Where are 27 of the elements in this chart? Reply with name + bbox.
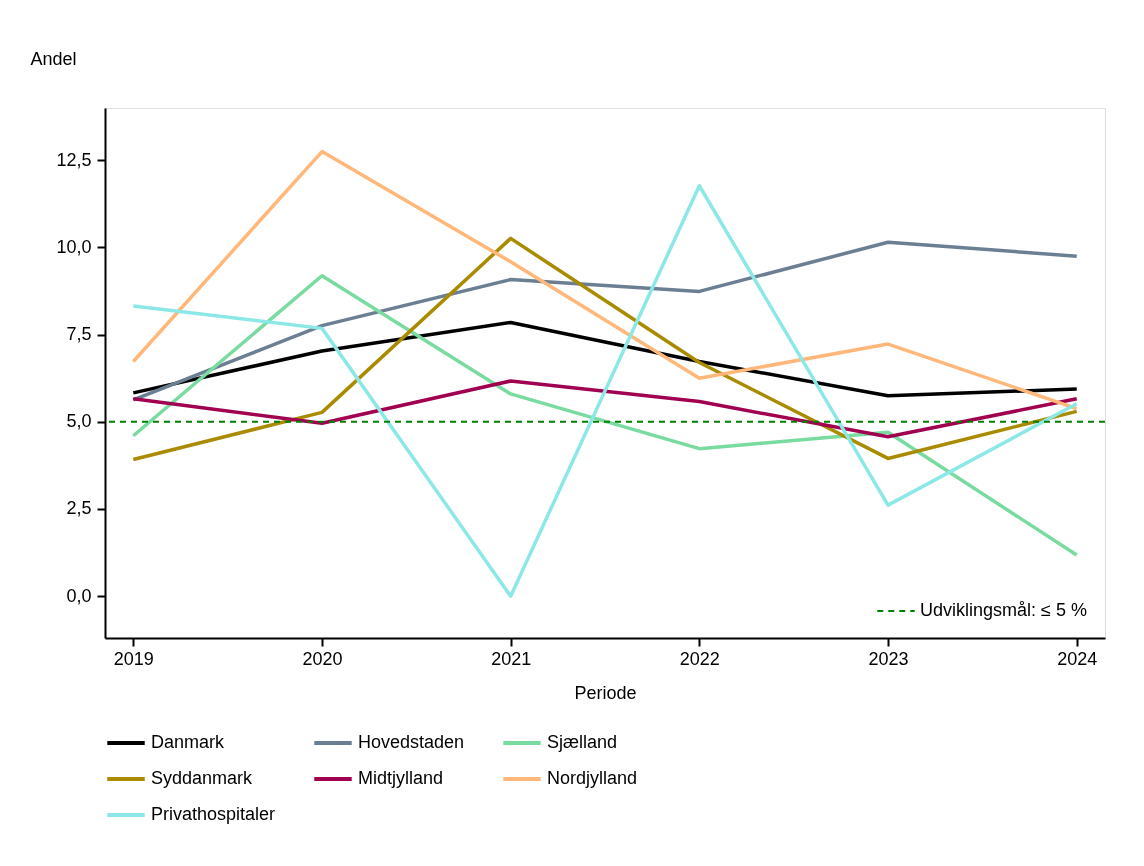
y-tick-label: 2,5 [66, 498, 92, 519]
line-series [131, 236, 1079, 462]
y-tick-label: 0,0 [66, 585, 92, 606]
legend-label: Udviklingsmål: ≤ 5 % [920, 600, 1087, 620]
y-tick-label: 12,5 [56, 149, 92, 170]
y-axis-title: Andel [30, 48, 77, 69]
line-series [131, 149, 1079, 411]
x-tick-label: 2021 [491, 648, 532, 669]
y-tick-label: 10,0 [56, 236, 92, 257]
y-tick-label: 7,5 [66, 324, 92, 345]
line-series [131, 379, 1079, 439]
y-tick-label: 5,0 [66, 411, 92, 432]
legend-label: Danmark [151, 732, 226, 752]
legend-label: Syddanmark [151, 768, 254, 788]
legend-label: Hovedstaden [358, 732, 465, 752]
x-tick-label: 2019 [113, 648, 154, 669]
legend-label: Nordjylland [547, 768, 638, 788]
x-tick-label: 2023 [868, 648, 909, 669]
x-tick-label: 2024 [1057, 648, 1098, 669]
line-series [131, 273, 1079, 557]
legend-label: Midtjylland [358, 768, 444, 788]
x-tick-label: 2022 [679, 648, 720, 669]
legend-label: Privathospitaler [151, 804, 276, 824]
x-tick-label: 2020 [302, 648, 343, 669]
x-axis-title: Periode [574, 682, 637, 703]
line-series [131, 184, 1079, 598]
legend-label: Sjælland [547, 732, 618, 752]
